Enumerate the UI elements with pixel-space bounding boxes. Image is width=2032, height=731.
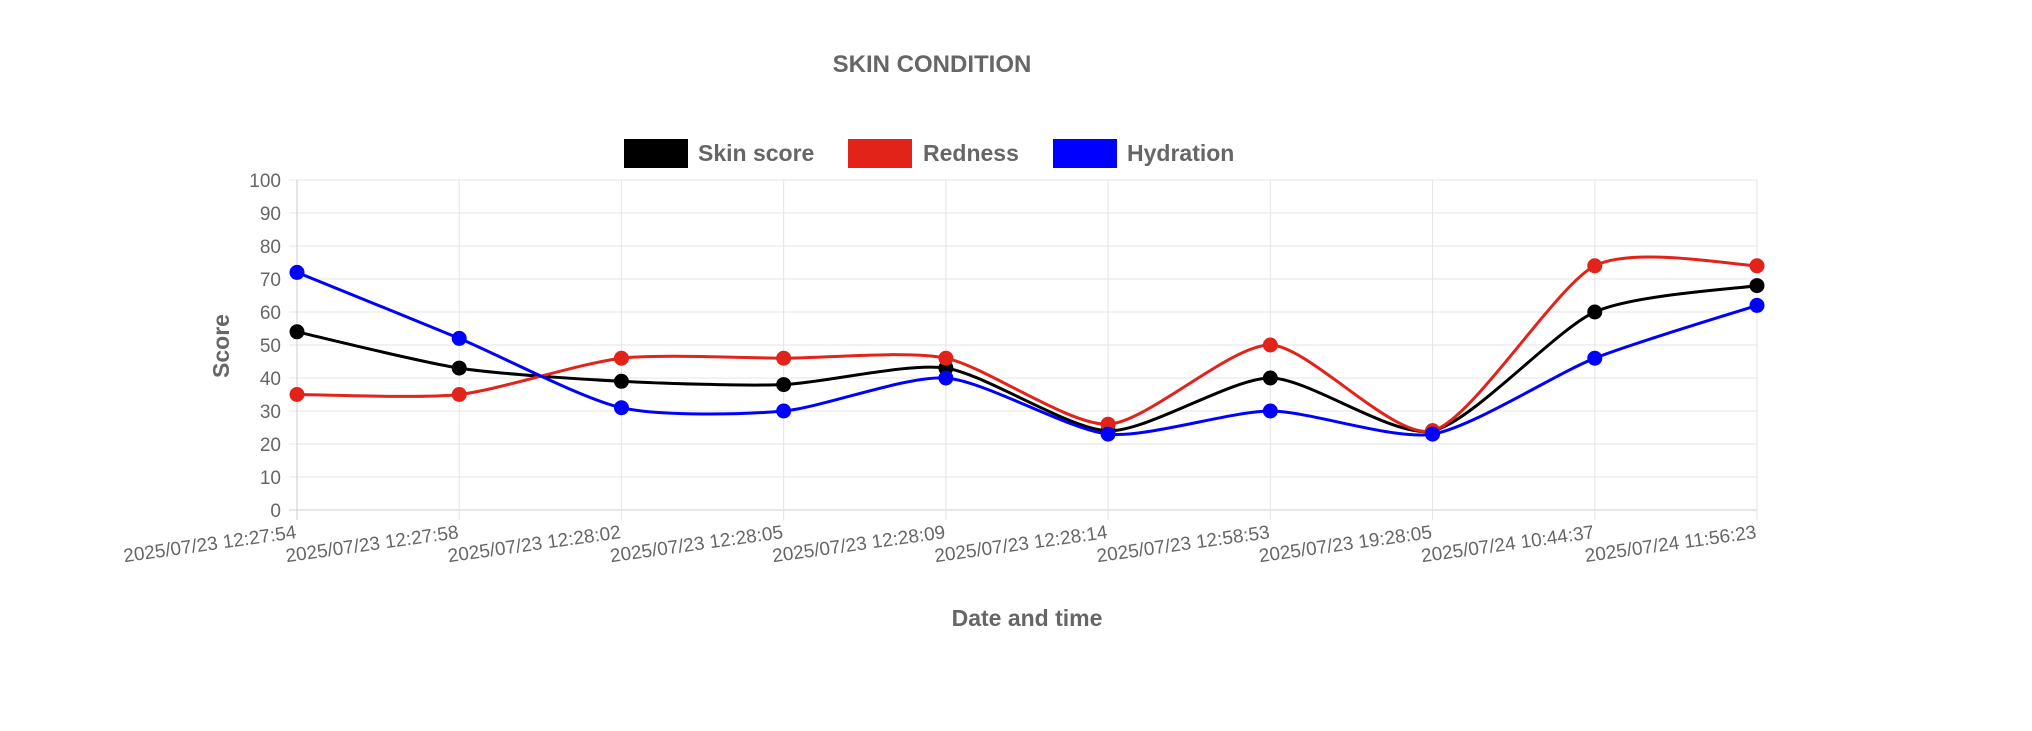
x-tick-label: 2025/07/23 12:28:02 xyxy=(447,522,623,567)
legend: Skin score Redness Hydration xyxy=(624,139,1234,168)
data-point-hydration[interactable] xyxy=(1587,350,1603,366)
x-tick-label: 2025/07/23 12:28:09 xyxy=(771,522,947,567)
data-point-skin-score[interactable] xyxy=(289,324,305,340)
data-point-hydration[interactable] xyxy=(1425,426,1441,442)
x-axis-label: Date and time xyxy=(952,605,1103,631)
data-point-redness[interactable] xyxy=(776,350,792,366)
data-point-hydration[interactable] xyxy=(776,403,792,419)
data-point-hydration[interactable] xyxy=(1749,297,1765,313)
data-point-skin-score[interactable] xyxy=(1749,278,1765,294)
x-tick-label: 2025/07/24 11:56:23 xyxy=(1584,522,1758,567)
data-point-skin-score[interactable] xyxy=(1587,304,1603,320)
legend-swatch-redness[interactable] xyxy=(848,139,912,168)
y-tick-label: 70 xyxy=(260,270,281,291)
y-axis-ticks: 0 10 20 30 40 50 60 70 80 90 100 xyxy=(249,171,281,522)
data-point-hydration[interactable] xyxy=(938,370,954,386)
grid xyxy=(289,179,1758,520)
data-point-redness[interactable] xyxy=(613,350,629,366)
data-point-hydration[interactable] xyxy=(1100,426,1116,442)
data-point-redness[interactable] xyxy=(1587,258,1603,274)
x-tick-label: 2025/07/23 12:58:53 xyxy=(1095,522,1271,567)
y-tick-label: 30 xyxy=(260,402,281,423)
legend-label-skin-score[interactable]: Skin score xyxy=(698,140,814,166)
x-tick-label: 2025/07/23 12:27:54 xyxy=(122,522,298,567)
series-line-skin-score xyxy=(295,284,1759,433)
data-point-redness[interactable] xyxy=(1262,337,1278,353)
y-tick-label: 60 xyxy=(260,303,281,324)
x-tick-label: 2025/07/23 12:28:05 xyxy=(609,522,785,567)
legend-label-redness[interactable]: Redness xyxy=(923,140,1019,166)
y-tick-label: 90 xyxy=(260,204,281,225)
y-axis-label: Score xyxy=(208,314,234,378)
y-tick-label: 50 xyxy=(260,336,281,357)
series-group xyxy=(289,255,1765,442)
y-tick-label: 40 xyxy=(260,369,281,390)
series-line-hydration xyxy=(295,270,1759,437)
data-point-skin-score[interactable] xyxy=(451,360,467,376)
chart-title: SKIN CONDITION xyxy=(833,51,1032,78)
data-point-hydration[interactable] xyxy=(451,330,467,346)
y-tick-label: 20 xyxy=(260,435,281,456)
data-point-hydration[interactable] xyxy=(289,264,305,280)
legend-swatch-skin-score[interactable] xyxy=(624,139,688,168)
y-tick-label: 100 xyxy=(249,171,281,192)
data-point-redness[interactable] xyxy=(938,350,954,366)
data-point-skin-score[interactable] xyxy=(776,377,792,393)
data-point-hydration[interactable] xyxy=(1262,403,1278,419)
data-point-skin-score[interactable] xyxy=(613,373,629,389)
y-tick-label: 80 xyxy=(260,237,281,258)
y-tick-label: 10 xyxy=(260,468,281,489)
y-tick-label: 0 xyxy=(270,501,281,522)
x-tick-label: 2025/07/24 10:44:37 xyxy=(1420,522,1596,567)
data-point-skin-score[interactable] xyxy=(1262,370,1278,386)
data-point-hydration[interactable] xyxy=(613,400,629,416)
data-point-redness[interactable] xyxy=(289,387,305,402)
series-line-redness xyxy=(295,255,1759,433)
x-tick-label: 2025/07/23 12:27:58 xyxy=(284,522,460,567)
legend-label-hydration[interactable]: Hydration xyxy=(1127,140,1234,166)
legend-swatch-hydration[interactable] xyxy=(1053,139,1117,168)
x-tick-label: 2025/07/23 12:28:14 xyxy=(933,522,1109,567)
data-point-redness[interactable] xyxy=(1749,258,1765,274)
x-tick-label: 2025/07/23 19:28:05 xyxy=(1258,522,1434,567)
data-point-redness[interactable] xyxy=(451,387,467,402)
